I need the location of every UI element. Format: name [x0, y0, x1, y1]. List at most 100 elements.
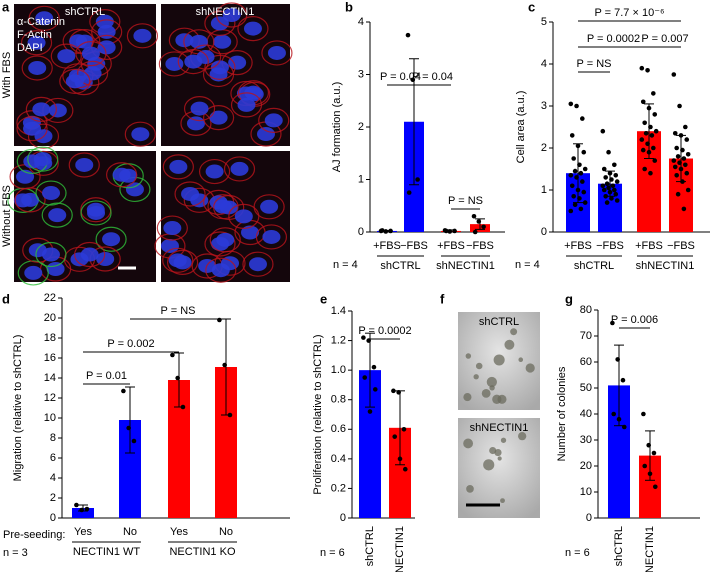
colony [486, 376, 497, 388]
cell-border [204, 231, 236, 257]
nucleus [21, 192, 40, 207]
bar [215, 367, 237, 518]
data-point [672, 131, 678, 136]
n-label: n = 4 [515, 259, 540, 271]
p-value: P = NS [161, 305, 196, 317]
cell-border [166, 249, 199, 275]
y-axis-title: Number of colonies [556, 366, 568, 461]
data-point [74, 502, 79, 508]
y-tick-label: 16 [44, 352, 56, 364]
y-tick-label: 14 [44, 372, 56, 384]
cell-border [25, 96, 57, 122]
group-label: NECTIN1 KO [169, 546, 235, 558]
colony [465, 353, 472, 359]
data-point [372, 387, 378, 392]
data-point [614, 179, 620, 184]
data-point [569, 183, 575, 189]
cell-border [242, 251, 274, 277]
cell-border [255, 224, 288, 250]
cell-border [162, 247, 194, 273]
y-tick-label: 4 [50, 472, 56, 484]
cell-border [80, 200, 112, 226]
colony [466, 485, 474, 493]
data-point [674, 173, 679, 178]
data-point [652, 484, 658, 490]
nucleus [234, 209, 253, 224]
y-tick-label: 18 [44, 332, 56, 344]
cell-border [77, 60, 109, 86]
nucleus [209, 110, 228, 125]
y-tick-label: 1.2 [331, 334, 346, 346]
data-point [481, 224, 486, 230]
y-tick-label: 4 [541, 58, 547, 70]
column-label: shCTRL [65, 6, 105, 18]
data-point [180, 404, 186, 410]
nucleus [210, 60, 229, 75]
bar [359, 370, 381, 518]
stain-label: α-Catenin [17, 16, 65, 28]
data-point [415, 177, 420, 182]
cell-border [230, 92, 263, 118]
data-point [443, 228, 449, 234]
cell-border [223, 156, 256, 182]
data-point [646, 105, 652, 111]
data-point [613, 191, 619, 197]
data-point [680, 147, 685, 153]
group-label: shNECTIN1 [636, 260, 695, 272]
bar [168, 380, 190, 518]
colony [492, 394, 502, 404]
nucleus [244, 85, 263, 100]
data-point [614, 198, 620, 203]
bar [119, 420, 141, 518]
nucleus [241, 225, 260, 240]
cell-border [16, 116, 48, 142]
cell-border [35, 180, 67, 206]
p-value: P = 0.04 [412, 71, 453, 83]
data-point [612, 162, 617, 168]
y-tick-label: 10 [580, 486, 592, 498]
cell-border [59, 68, 91, 94]
image-label: shCTRL [479, 316, 519, 328]
data-point [402, 466, 408, 472]
x-tick-label: +FBS [373, 240, 401, 252]
cell-border [17, 260, 49, 286]
data-point [671, 72, 677, 77]
nucleus [133, 28, 152, 43]
data-point [121, 388, 126, 394]
data-point [684, 170, 690, 176]
stain-label: F-Actin [17, 29, 52, 41]
data-point [652, 158, 658, 163]
nucleus [83, 66, 102, 81]
data-point [646, 442, 651, 448]
data-point [392, 434, 398, 439]
data-point [620, 377, 626, 383]
colony [525, 363, 535, 373]
data-point [610, 320, 615, 326]
nucleus [75, 157, 94, 172]
nucleus [28, 60, 47, 75]
nucleus [230, 161, 249, 176]
cell-border [27, 123, 60, 149]
colony [504, 339, 515, 350]
cell-border [228, 203, 260, 229]
x-tick-label: shNECTIN1 [394, 526, 406, 572]
y-tick-label: 6 [50, 452, 56, 464]
panel-letter: g [565, 291, 573, 306]
nucleus [33, 152, 52, 167]
nucleus [228, 55, 247, 70]
data-point [612, 187, 617, 193]
data-point [607, 170, 613, 176]
cell-border [68, 152, 100, 178]
y-tick-label: 2 [358, 121, 364, 133]
data-point [621, 424, 627, 430]
y-tick-label: 0 [340, 512, 346, 524]
data-point [611, 411, 617, 417]
colonies [463, 328, 535, 504]
cell-border [183, 95, 216, 122]
data-point [371, 364, 377, 370]
data-point [410, 77, 416, 83]
panel-letter: c [528, 0, 535, 14]
data-point [645, 68, 650, 73]
y-tick-label: 0 [541, 226, 547, 238]
data-point [367, 409, 373, 414]
